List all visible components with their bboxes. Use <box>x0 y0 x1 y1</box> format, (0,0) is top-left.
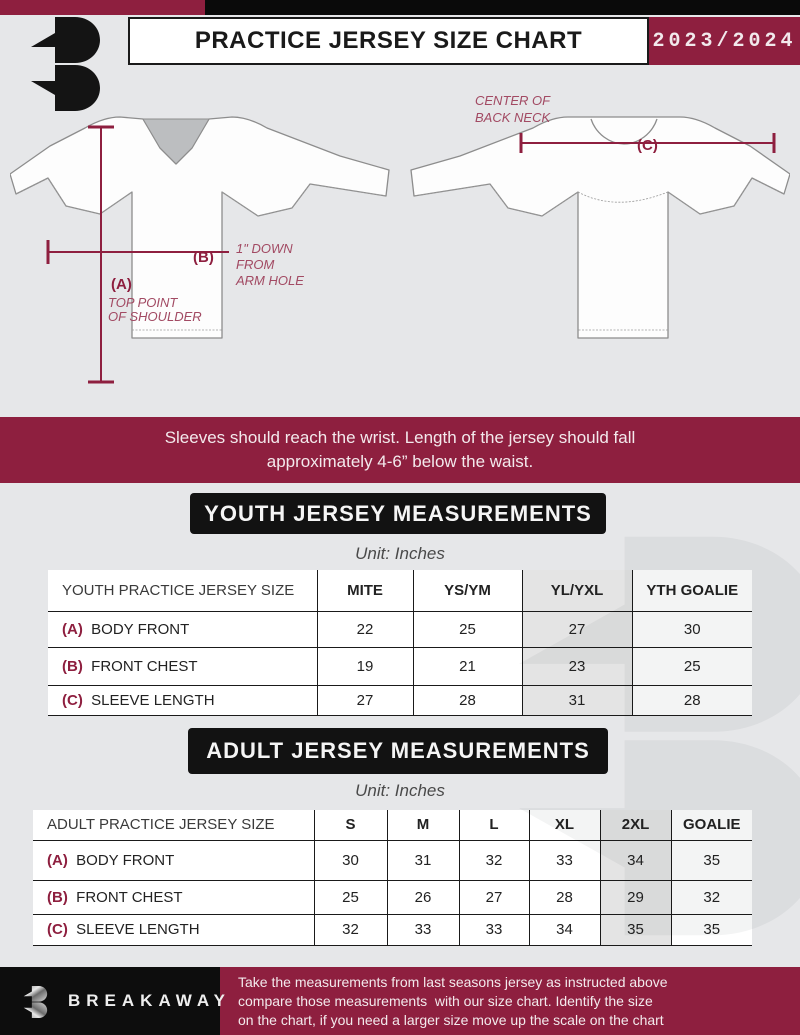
svg-text:CENTER OF: CENTER OF <box>475 93 551 108</box>
svg-text:(B): (B) <box>193 249 214 266</box>
svg-text:(C): (C) <box>637 137 658 154</box>
svg-text:TOP POINT: TOP POINT <box>108 295 178 310</box>
svg-text:OF SHOULDER: OF SHOULDER <box>108 309 202 324</box>
svg-text:FROM: FROM <box>236 257 274 272</box>
svg-text:ARM HOLE: ARM HOLE <box>235 273 304 288</box>
svg-text:(A): (A) <box>111 276 132 293</box>
svg-text:1" DOWN: 1" DOWN <box>236 241 293 256</box>
svg-text:BACK NECK: BACK NECK <box>475 110 551 125</box>
